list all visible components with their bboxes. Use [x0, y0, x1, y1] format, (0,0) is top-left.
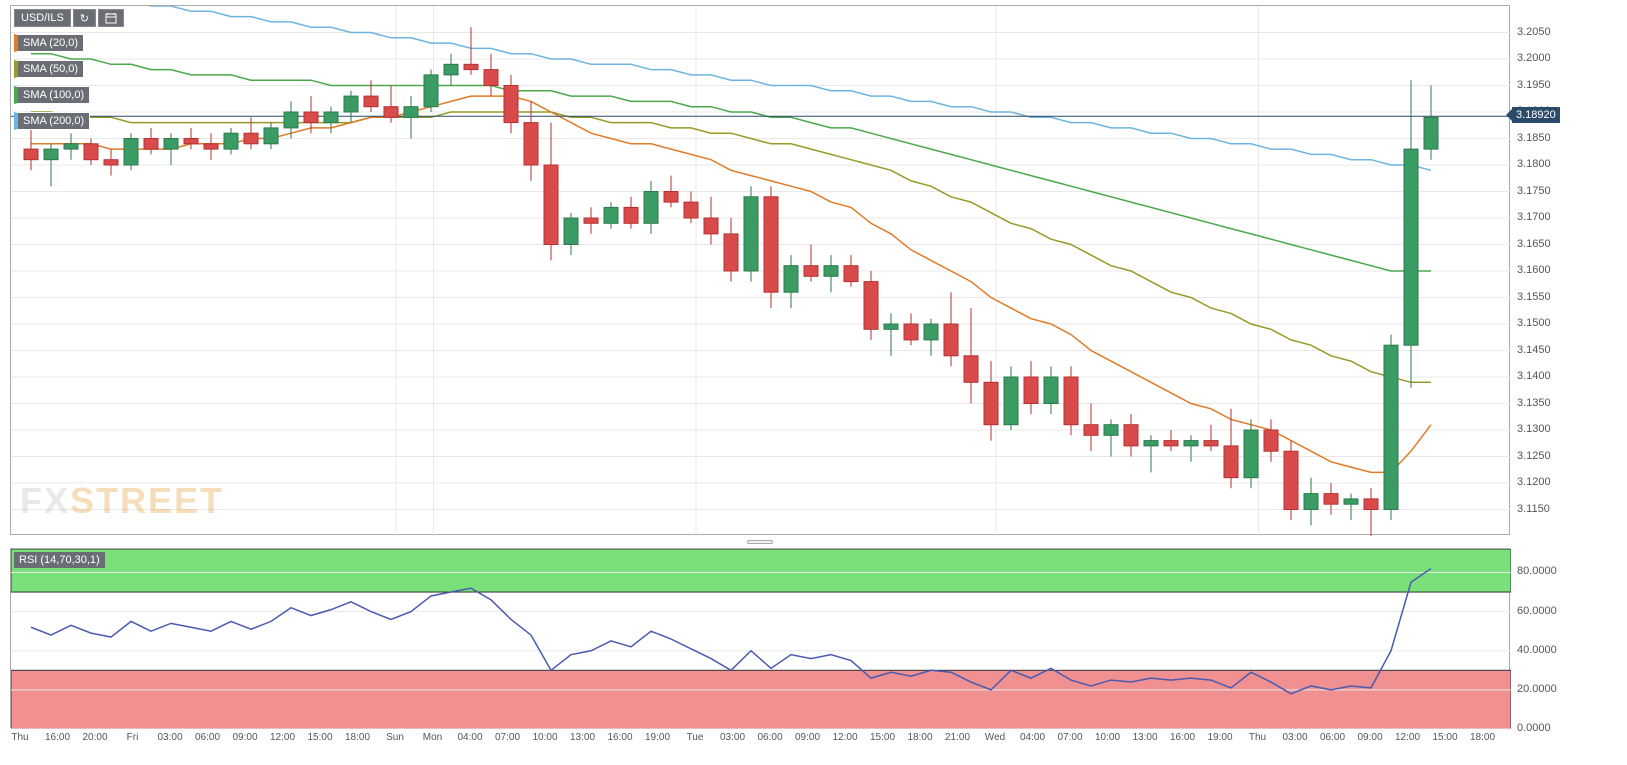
x-tick: 12:00 [270, 732, 295, 743]
x-tick: 06:00 [195, 732, 220, 743]
x-tick: 09:00 [232, 732, 257, 743]
y-tick: 3.1850 [1517, 132, 1551, 144]
x-tick: 09:00 [1357, 732, 1382, 743]
x-tick: 16:00 [1170, 732, 1195, 743]
y-tick: 3.1750 [1517, 185, 1551, 197]
sma50-badge[interactable]: SMA (50,0) [14, 60, 84, 78]
x-tick: 12:00 [832, 732, 857, 743]
y-tick: 3.1450 [1517, 344, 1551, 356]
refresh-icon: ↻ [80, 12, 89, 25]
x-tick: Sun [386, 732, 404, 743]
y-tick: 3.1650 [1517, 238, 1551, 250]
time-x-axis: Thu 16:00 20:00 Fri 03:00 06:00 09:00 12:00 15:0… [10, 730, 1510, 760]
x-tick: 13:00 [570, 732, 595, 743]
x-tick: 16:00 [607, 732, 632, 743]
rsi-y-tick: 60.0000 [1517, 605, 1557, 617]
rsi-y-tick: 80.0000 [1517, 565, 1557, 577]
x-tick: 03:00 [157, 732, 182, 743]
x-tick: 03:00 [720, 732, 745, 743]
x-tick: Thu [11, 732, 28, 743]
x-tick: 10:00 [532, 732, 557, 743]
x-tick: Wed [985, 732, 1005, 743]
x-tick: 13:00 [1132, 732, 1157, 743]
y-tick: 3.1950 [1517, 79, 1551, 91]
price-chart[interactable] [10, 5, 1510, 535]
rsi-chart-svg [11, 549, 1511, 729]
x-tick: 18:00 [345, 732, 370, 743]
chart-container: USD/ILS ↻ SMA (20,0) SMA (50,0) SMA (100… [0, 0, 1627, 765]
rsi-y-tick: 0.0000 [1517, 722, 1551, 734]
sma20-badge[interactable]: SMA (20,0) [14, 34, 84, 52]
x-tick: 19:00 [1207, 732, 1232, 743]
y-tick: 3.1400 [1517, 370, 1551, 382]
x-tick: 10:00 [1095, 732, 1120, 743]
y-tick: 3.1500 [1517, 317, 1551, 329]
sma200-badge[interactable]: SMA (200,0) [14, 112, 90, 130]
x-tick: 07:00 [495, 732, 520, 743]
x-tick: 09:00 [795, 732, 820, 743]
price-y-axis: 3.1150 3.1200 3.1250 3.1300 3.1350 3.1400 3.14… [1512, 5, 1622, 535]
y-tick: 3.1150 [1517, 503, 1550, 515]
rsi-chart[interactable] [10, 548, 1510, 728]
x-tick: 15:00 [1432, 732, 1457, 743]
x-tick: 04:00 [457, 732, 482, 743]
rsi-y-tick: 40.0000 [1517, 644, 1557, 656]
x-tick: Tue [687, 732, 704, 743]
calendar-icon [105, 12, 117, 24]
x-tick: 19:00 [645, 732, 670, 743]
toolbar: USD/ILS ↻ [14, 9, 124, 27]
indicator-badges: SMA (20,0) SMA (50,0) SMA (100,0) SMA (2… [14, 34, 90, 130]
x-tick: 16:00 [45, 732, 70, 743]
y-tick: 3.1250 [1517, 450, 1551, 462]
x-tick: 06:00 [757, 732, 782, 743]
y-tick: 3.2000 [1517, 52, 1551, 64]
watermark: FXSTREET [20, 480, 224, 522]
x-tick: 18:00 [1470, 732, 1495, 743]
y-tick: 3.1300 [1517, 423, 1551, 435]
x-tick: 15:00 [870, 732, 895, 743]
x-tick: Fri [127, 732, 139, 743]
x-tick: Thu [1249, 732, 1266, 743]
current-price-tag: 3.18920 [1512, 107, 1560, 123]
panel-resize-handle[interactable] [10, 538, 1510, 546]
y-tick: 3.1350 [1517, 397, 1551, 409]
x-tick: 07:00 [1057, 732, 1082, 743]
price-chart-svg [11, 6, 1511, 536]
x-tick: 21:00 [945, 732, 970, 743]
y-tick: 3.1200 [1517, 476, 1551, 488]
x-tick: Mon [423, 732, 442, 743]
y-tick: 3.1800 [1517, 158, 1551, 170]
x-tick: 20:00 [82, 732, 107, 743]
rsi-y-tick: 20.0000 [1517, 683, 1557, 695]
y-tick: 3.1600 [1517, 264, 1551, 276]
x-tick: 18:00 [907, 732, 932, 743]
x-tick: 04:00 [1020, 732, 1045, 743]
y-tick: 3.1700 [1517, 211, 1551, 223]
sma100-badge[interactable]: SMA (100,0) [14, 86, 90, 104]
rsi-y-axis: 0.000020.000040.000060.000080.0000 [1512, 548, 1622, 728]
x-tick: 03:00 [1282, 732, 1307, 743]
x-tick: 06:00 [1320, 732, 1345, 743]
x-tick: 15:00 [307, 732, 332, 743]
symbol-button[interactable]: USD/ILS [14, 9, 71, 27]
y-tick: 3.2050 [1517, 26, 1551, 38]
x-tick: 12:00 [1395, 732, 1420, 743]
calendar-button[interactable] [98, 9, 124, 27]
resize-grip-icon [747, 540, 773, 544]
y-tick: 3.1550 [1517, 291, 1551, 303]
rsi-badge[interactable]: RSI (14,70,30,1) [14, 552, 105, 568]
refresh-button[interactable]: ↻ [73, 9, 96, 27]
